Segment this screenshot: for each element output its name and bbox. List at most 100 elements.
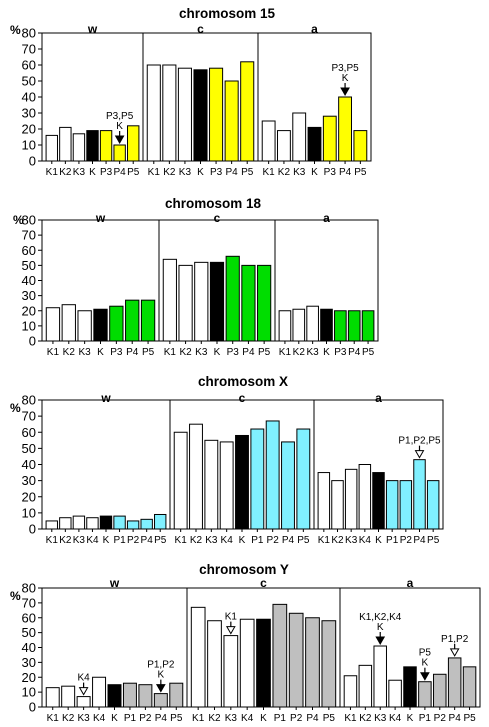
- bar: [107, 684, 122, 708]
- x-tick-label: K3: [79, 347, 92, 358]
- y-tick-label: 10: [22, 138, 36, 153]
- x-tick-label: K1: [47, 347, 60, 358]
- annotation-label: P1,P2: [147, 660, 175, 671]
- x-tick-label: P5: [323, 713, 336, 724]
- x-tick-label: P5: [241, 167, 254, 178]
- annotation-arrow-head: [225, 626, 236, 635]
- bar: [194, 261, 209, 342]
- bar: [372, 472, 385, 530]
- x-tick-label: K1: [192, 713, 205, 724]
- x-tick-label: K2: [62, 713, 75, 724]
- bar: [93, 308, 108, 342]
- annotation-arrow-head: [375, 636, 386, 646]
- bar: [433, 673, 447, 708]
- x-tick-label: K3: [293, 167, 306, 178]
- y-tick-label: 30: [22, 288, 36, 303]
- bar: [305, 617, 320, 708]
- bar: [343, 675, 358, 708]
- bar: [169, 682, 184, 708]
- annotation-label: K: [377, 622, 384, 633]
- x-tick-label: P4: [141, 535, 154, 546]
- x-tick-label: P1: [386, 535, 399, 546]
- annotation-label: P3,P5: [331, 63, 359, 74]
- x-tick-label: K4: [86, 535, 99, 546]
- x-tick-label: K1: [46, 167, 59, 178]
- bar: [385, 480, 399, 530]
- bar: [265, 420, 280, 530]
- annotation-label: K: [422, 658, 429, 669]
- y-tick-label: 80: [22, 213, 36, 228]
- bar: [353, 130, 368, 162]
- bar: [178, 264, 193, 342]
- annotation-label: P1,P2: [441, 634, 469, 645]
- x-tick-label: P3: [227, 347, 240, 358]
- x-tick-label: P1: [419, 713, 432, 724]
- x-tick-label: P4: [449, 713, 462, 724]
- x-tick-label: P1: [251, 535, 264, 546]
- y-tick-label: 60: [22, 425, 36, 440]
- bar: [127, 125, 140, 162]
- bar: [281, 441, 295, 530]
- annotation-arrow-head: [114, 135, 125, 145]
- x-tick-label: P5: [170, 713, 183, 724]
- x-tick-label: K: [260, 713, 267, 724]
- x-tick-label: K: [103, 535, 110, 546]
- bar: [272, 603, 288, 708]
- x-tick-label: K2: [331, 535, 344, 546]
- bar: [45, 687, 60, 708]
- y-tick-label: 70: [22, 228, 36, 243]
- y-unit-label: %: [10, 589, 21, 603]
- group-label: c: [197, 22, 204, 36]
- group-label: c: [260, 576, 267, 590]
- bar: [207, 620, 222, 708]
- y-tick-label: 10: [22, 685, 36, 700]
- y-tick-label: 80: [22, 581, 36, 596]
- bar: [322, 115, 337, 162]
- x-tick-label: K3: [73, 535, 86, 546]
- x-tick-label: K3: [179, 167, 192, 178]
- y-tick-label: 30: [22, 473, 36, 488]
- x-tick-label: K1: [164, 347, 177, 358]
- bar: [306, 305, 319, 342]
- annotation-label: K: [116, 121, 123, 132]
- bar: [140, 299, 156, 342]
- x-tick-label: K4: [359, 535, 372, 546]
- x-tick-label: K: [407, 713, 414, 724]
- x-tick-label: K1: [279, 347, 292, 358]
- chart-title: chromosom 18: [165, 196, 262, 211]
- x-tick-label: K3: [205, 535, 218, 546]
- x-tick-label: K3: [195, 347, 208, 358]
- group-label: w: [87, 22, 98, 36]
- bar: [239, 618, 255, 708]
- bar: [92, 676, 107, 708]
- bar: [219, 441, 234, 530]
- bar: [45, 520, 58, 530]
- x-tick-label: P5: [142, 347, 155, 358]
- x-tick-label: K4: [241, 713, 254, 724]
- y-tick-label: 20: [22, 670, 36, 685]
- group-label: a: [375, 391, 382, 405]
- bar: [59, 126, 72, 162]
- x-tick-label: P4: [413, 535, 426, 546]
- bar: [209, 67, 224, 162]
- bar: [338, 96, 352, 162]
- bar: [277, 130, 291, 162]
- x-tick-label: K3: [225, 713, 238, 724]
- bar: [347, 310, 361, 342]
- bar: [334, 310, 347, 342]
- x-tick-label: K2: [179, 347, 192, 358]
- x-tick-label: K2: [163, 167, 176, 178]
- bar: [86, 130, 99, 162]
- y-tick-label: 50: [22, 74, 36, 89]
- x-tick-label: K1: [263, 167, 276, 178]
- bar: [72, 133, 86, 162]
- y-tick-label: 40: [22, 457, 36, 472]
- x-tick-label: K2: [208, 713, 221, 724]
- x-tick-label: P4: [126, 347, 139, 358]
- annotation-arrow-head: [449, 648, 460, 657]
- x-tick-label: P4: [348, 347, 361, 358]
- y-tick-label: 50: [22, 625, 36, 640]
- x-tick-label: P2: [139, 713, 152, 724]
- x-tick-label: K4: [389, 713, 402, 724]
